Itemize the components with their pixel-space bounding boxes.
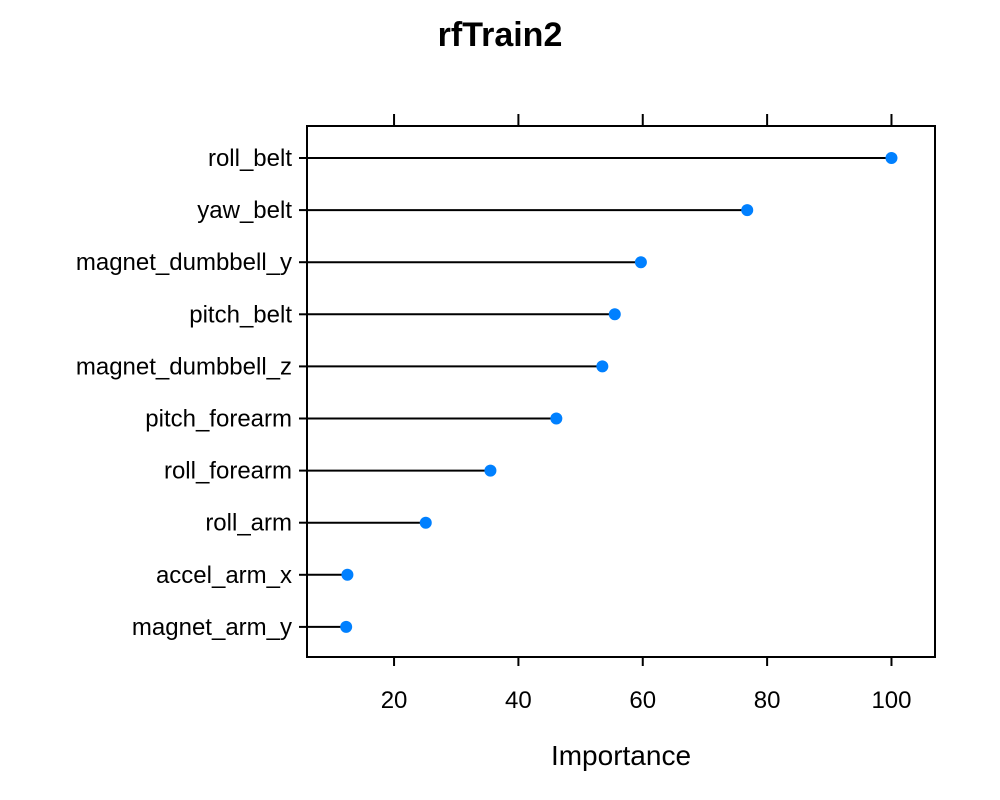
- data-point: [885, 152, 898, 164]
- category-label: pitch_forearm: [145, 406, 292, 433]
- y-axis: roll_belt yaw_belt magnet_dumbbell_y pitch_…: [76, 145, 307, 641]
- x-tick-label: 40: [505, 687, 532, 714]
- data-point: [341, 568, 354, 581]
- category-label: magnet_arm_y: [132, 614, 292, 641]
- chart-title: rfTrain2: [438, 16, 563, 54]
- data-point: [741, 204, 754, 217]
- x-axis: 20 40 60 80 100: [381, 114, 911, 714]
- data-point: [596, 360, 609, 373]
- category-label: yaw_belt: [197, 197, 292, 224]
- category-label: magnet_dumbbell_z: [76, 353, 292, 380]
- data-point: [484, 464, 497, 477]
- x-tick-label: 100: [871, 687, 911, 714]
- plot-frame: [306, 125, 936, 658]
- category-label: pitch_belt: [189, 301, 292, 328]
- data-point: [634, 256, 647, 269]
- category-label: roll_arm: [205, 510, 292, 537]
- x-tick-label: 80: [754, 687, 781, 714]
- chart-marks: [307, 152, 898, 633]
- data-point: [550, 412, 563, 425]
- category-label: roll_forearm: [164, 458, 292, 485]
- data-point: [419, 516, 432, 529]
- data-point: [608, 308, 621, 321]
- category-label: roll_belt: [208, 145, 292, 172]
- category-label: magnet_dumbbell_y: [76, 249, 292, 276]
- x-tick-label: 20: [381, 687, 408, 714]
- data-point: [340, 620, 353, 633]
- category-label: accel_arm_x: [156, 562, 292, 589]
- x-tick-label: 60: [629, 687, 656, 714]
- x-axis-title: Importance: [551, 740, 691, 771]
